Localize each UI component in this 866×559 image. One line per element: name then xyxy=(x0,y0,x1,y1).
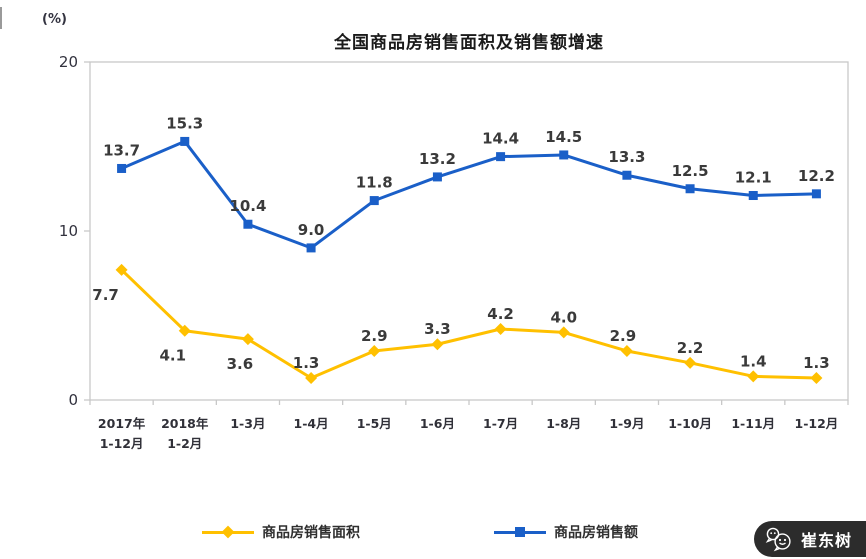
svg-text:2017年: 2017年 xyxy=(98,416,146,431)
svg-text:1-8月: 1-8月 xyxy=(546,416,581,431)
line-chart-plot: 0 10 20 2017年 1-12月 2018年 1-2月 1-3月 1-4月 1-5月 1-6月… xyxy=(59,53,849,451)
svg-text:10: 10 xyxy=(59,222,78,240)
svg-text:9.0: 9.0 xyxy=(298,221,325,239)
svg-text:13.3: 13.3 xyxy=(608,148,645,166)
svg-text:1-4月: 1-4月 xyxy=(294,416,329,431)
svg-text:14.5: 14.5 xyxy=(545,128,582,146)
chart-title: 全国商品房销售面积及销售额增速 xyxy=(334,33,604,53)
svg-text:3.3: 3.3 xyxy=(424,320,451,338)
svg-text:1-12月: 1-12月 xyxy=(100,436,144,451)
svg-text:0: 0 xyxy=(68,391,78,409)
svg-text:7.7: 7.7 xyxy=(92,286,119,304)
y-axis-unit-label: (%) xyxy=(42,12,67,27)
svg-text:1-10月: 1-10月 xyxy=(668,416,712,431)
svg-text:3.6: 3.6 xyxy=(227,355,254,373)
legend-square-marker-icon xyxy=(515,527,525,537)
svg-text:4.1: 4.1 xyxy=(159,347,186,365)
svg-text:14.4: 14.4 xyxy=(482,130,519,148)
svg-text:1.3: 1.3 xyxy=(803,354,830,372)
svg-text:1-5月: 1-5月 xyxy=(357,416,392,431)
svg-text:4.2: 4.2 xyxy=(487,305,514,323)
left-edge-artifact xyxy=(0,7,2,29)
legend-diamond-marker-icon xyxy=(221,525,235,539)
svg-text:2018年: 2018年 xyxy=(161,416,209,431)
svg-text:1-6月: 1-6月 xyxy=(420,416,455,431)
svg-text:20: 20 xyxy=(59,53,78,71)
svg-text:1-9月: 1-9月 xyxy=(609,416,644,431)
svg-text:12.2: 12.2 xyxy=(798,167,835,185)
watermark-badge: 崔东树 xyxy=(753,521,866,557)
svg-text:1-2月: 1-2月 xyxy=(167,436,202,451)
legend-item-sales-area: 商品房销售面积 xyxy=(202,522,360,542)
svg-text:1-7月: 1-7月 xyxy=(483,416,518,431)
svg-text:1.3: 1.3 xyxy=(293,354,320,372)
svg-text:2.2: 2.2 xyxy=(677,339,704,357)
svg-text:15.3: 15.3 xyxy=(166,114,203,132)
svg-text:4.0: 4.0 xyxy=(550,308,577,326)
legend-line-yellow xyxy=(202,525,254,539)
svg-text:2.9: 2.9 xyxy=(361,327,388,345)
legend-label-sales-area: 商品房销售面积 xyxy=(262,525,360,541)
legend-line-blue xyxy=(494,527,546,537)
svg-text:2.9: 2.9 xyxy=(610,327,637,345)
legend-item-sales-amount: 商品房销售额 xyxy=(494,522,638,542)
svg-text:13.7: 13.7 xyxy=(103,141,140,159)
legend-label-sales-amount: 商品房销售额 xyxy=(554,525,638,541)
svg-text:11.8: 11.8 xyxy=(356,174,393,192)
svg-text:12.1: 12.1 xyxy=(735,169,772,187)
svg-text:12.5: 12.5 xyxy=(672,162,709,180)
svg-text:1-12月: 1-12月 xyxy=(795,416,839,431)
svg-text:13.2: 13.2 xyxy=(419,150,456,168)
svg-text:10.4: 10.4 xyxy=(229,197,266,215)
svg-text:1-11月: 1-11月 xyxy=(731,416,775,431)
chart-legend: 商品房销售面积 商品房销售额 xyxy=(0,519,840,545)
svg-text:1-3月: 1-3月 xyxy=(230,416,265,431)
watermark-text: 崔东树 xyxy=(800,531,852,550)
svg-text:1.4: 1.4 xyxy=(740,352,767,370)
wechat-icon xyxy=(764,526,794,553)
